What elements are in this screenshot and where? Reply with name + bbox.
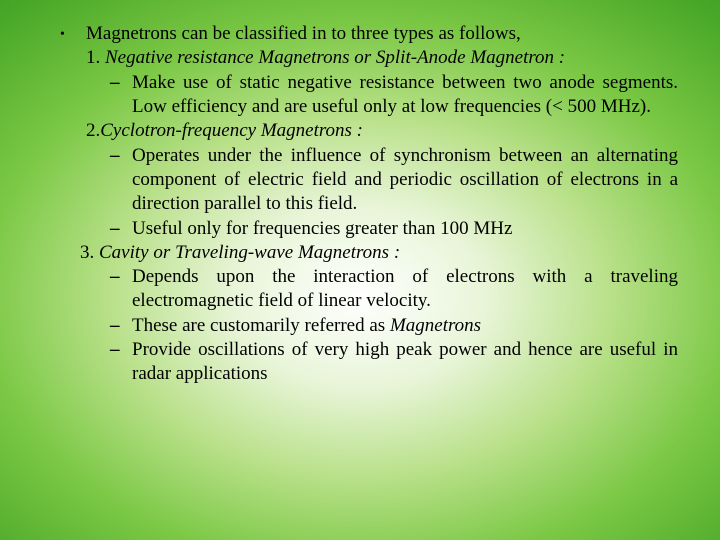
- dash-icon: –: [110, 265, 132, 314]
- slide: • Magnetrons can be classified in to thr…: [0, 0, 720, 540]
- item-2-sub-1: – Operates under the influence of synchr…: [110, 144, 678, 217]
- item-2-sub-2: – Useful only for frequencies greater th…: [110, 217, 678, 241]
- item-1-number: 1.: [86, 47, 100, 68]
- item-3-sub-2: – These are customarily referred as Magn…: [110, 314, 678, 338]
- bullet-text: Magnetrons can be classified in to three…: [86, 22, 678, 46]
- dash-icon: –: [110, 217, 132, 241]
- item-3-title: Cavity or Traveling-wave Magnetrons :: [99, 242, 400, 263]
- item-3-sub-3-text: Provide oscillations of very high peak p…: [132, 338, 678, 387]
- item-1-sub-1: – Make use of static negative resistance…: [110, 71, 678, 120]
- item-2-heading: 2.Cyclotron-frequency Magnetrons :: [86, 119, 678, 143]
- item-3-sub-1-text: Depends upon the interaction of electron…: [132, 265, 678, 314]
- dash-icon: –: [110, 338, 132, 387]
- item-2-title: Cyclotron-frequency Magnetrons :: [100, 120, 363, 141]
- dash-icon: –: [110, 314, 132, 338]
- dash-icon: –: [110, 144, 132, 217]
- item-1-sub-1-text: Make use of static negative resistance b…: [132, 71, 678, 120]
- item-3-sub-1: – Depends upon the interaction of electr…: [110, 265, 678, 314]
- item-2-sub-2-text: Useful only for frequencies greater than…: [132, 217, 678, 241]
- top-bullet: • Magnetrons can be classified in to thr…: [60, 22, 678, 46]
- bullet-dot-icon: •: [60, 22, 86, 46]
- item-1-heading: 1. Negative resistance Magnetrons or Spl…: [86, 46, 678, 70]
- item-3-number: 3.: [80, 242, 94, 263]
- item-3-sub-2-text: These are customarily referred as Magnet…: [132, 314, 678, 338]
- item-2-sub-1-text: Operates under the influence of synchron…: [132, 144, 678, 217]
- item-1-title: Negative resistance Magnetrons or Split-…: [105, 47, 565, 68]
- item-2-number: 2.: [86, 120, 100, 141]
- item-3-heading: 3. Cavity or Traveling-wave Magnetrons :: [80, 241, 678, 265]
- dash-icon: –: [110, 71, 132, 120]
- item-3-sub-3: – Provide oscillations of very high peak…: [110, 338, 678, 387]
